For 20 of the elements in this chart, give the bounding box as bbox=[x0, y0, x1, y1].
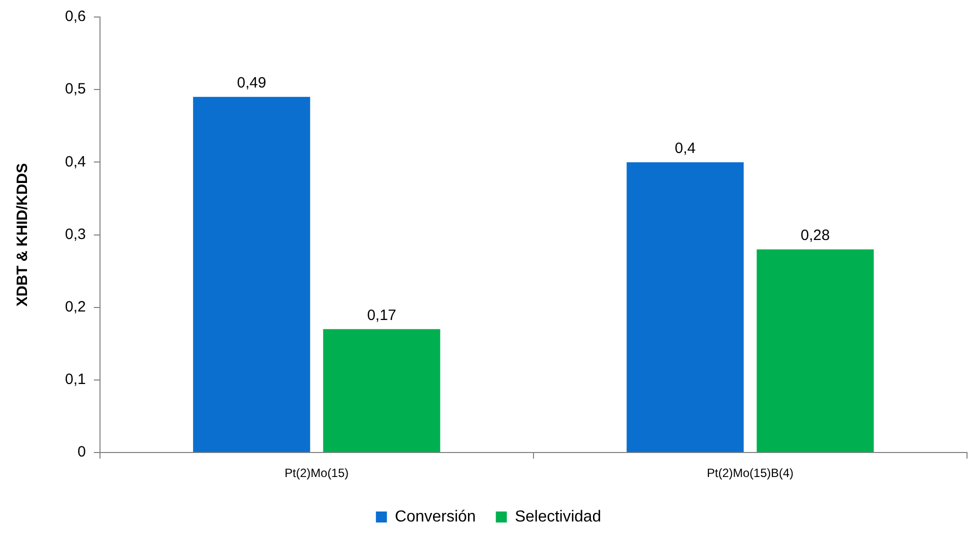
data-label: 0,49 bbox=[237, 74, 266, 92]
y-tick-label: 0,4 bbox=[64, 153, 86, 170]
data-label: 0,28 bbox=[800, 226, 830, 244]
y-tick-label: 0,6 bbox=[64, 8, 86, 26]
data-label: 0,17 bbox=[367, 306, 396, 324]
y-tick-label: 0,2 bbox=[64, 298, 86, 316]
y-tick-label: 0,3 bbox=[64, 226, 86, 243]
legend-label: Selectividad bbox=[514, 508, 602, 526]
y-tick-label: 0,5 bbox=[64, 80, 86, 98]
bar bbox=[756, 249, 874, 452]
legend-label: Conversión bbox=[394, 508, 476, 526]
data-label: 0,4 bbox=[674, 140, 696, 157]
y-tick-label: 0,1 bbox=[64, 371, 86, 388]
bar bbox=[193, 96, 310, 452]
y-axis-title: XDBT & KHID/KDDS bbox=[14, 163, 32, 306]
bar bbox=[323, 329, 440, 452]
y-tick-label: 0 bbox=[78, 444, 86, 461]
x-tick-label: Pt(2)Mo(15)B(4) bbox=[706, 466, 794, 480]
x-tick-label: Pt(2)Mo(15) bbox=[284, 466, 349, 480]
bar bbox=[626, 162, 744, 452]
